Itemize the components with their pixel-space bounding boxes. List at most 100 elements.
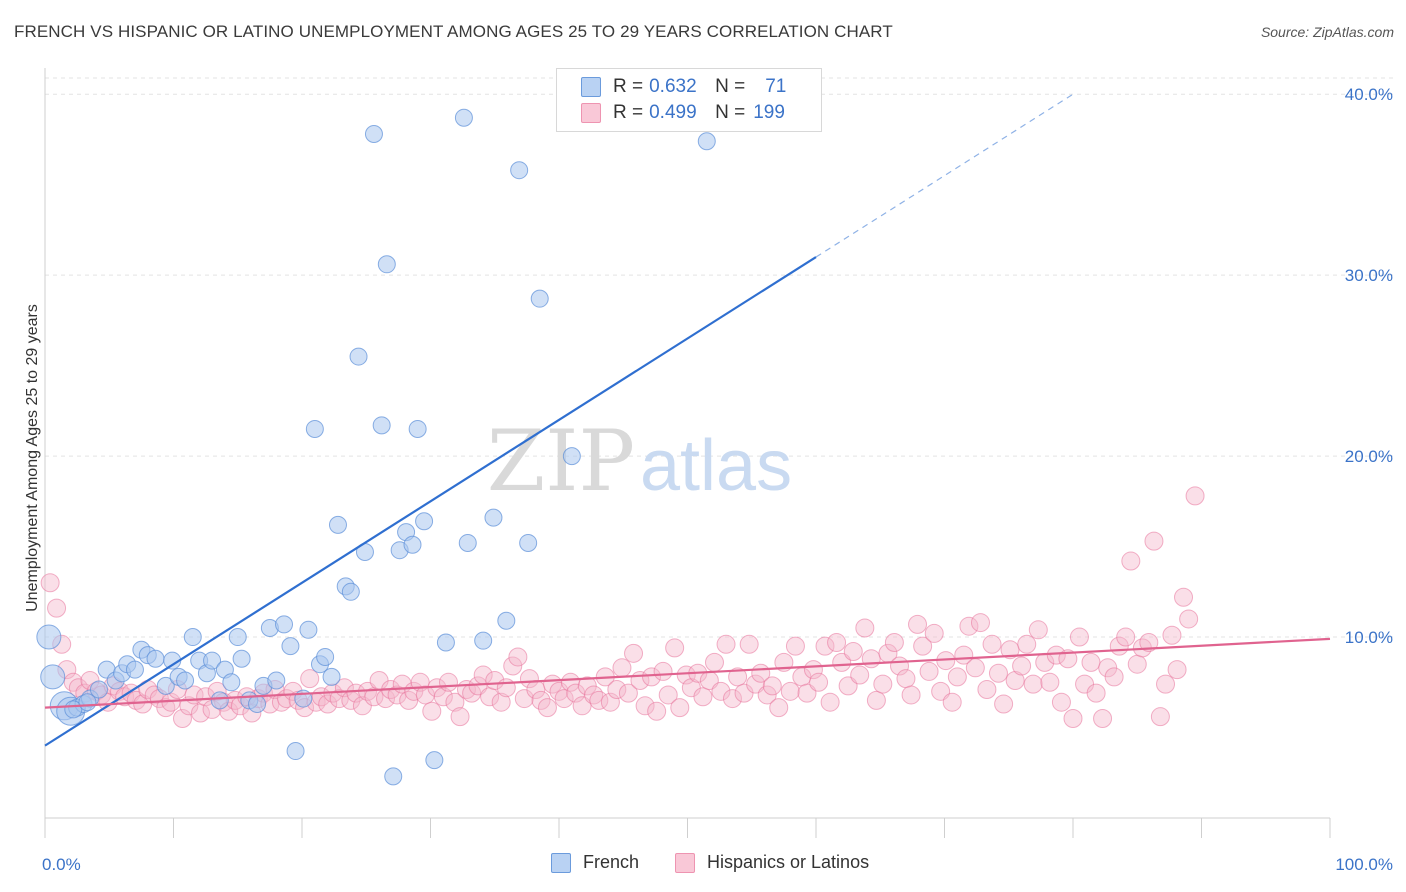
french-point xyxy=(78,693,97,712)
french-point xyxy=(519,533,538,552)
hispanic-point xyxy=(728,667,748,687)
french-point xyxy=(372,416,391,435)
hispanic-point xyxy=(1144,531,1164,551)
x-tick-label: 100.0% xyxy=(1335,855,1393,874)
french-point xyxy=(474,631,493,650)
hispanic-point xyxy=(994,694,1014,714)
hispanic-point xyxy=(704,652,724,672)
french-r-value: 0.632 xyxy=(649,76,697,97)
hispanic-point xyxy=(1023,674,1043,694)
hispanic-point xyxy=(647,701,667,721)
y-tick-label: 20.0% xyxy=(1345,447,1393,466)
hispanic-point xyxy=(711,681,731,701)
french-n-value: 71 xyxy=(765,76,787,97)
hispanic-point xyxy=(433,687,453,707)
n-label: N = xyxy=(715,76,746,97)
hispanic-point xyxy=(561,672,581,692)
hispanic-point xyxy=(1040,672,1060,692)
hispanic-point xyxy=(1017,634,1037,654)
gridlines xyxy=(45,77,1395,638)
hispanic-point xyxy=(665,638,685,658)
trend-lines xyxy=(44,93,1331,747)
hispanic-point xyxy=(63,672,83,692)
french-point xyxy=(384,767,403,786)
hispanic-point xyxy=(884,632,904,652)
french-point xyxy=(377,255,396,274)
french-point xyxy=(248,695,267,713)
hispanic-point xyxy=(635,696,655,716)
hispanic-point xyxy=(873,674,893,694)
french-point xyxy=(562,447,581,466)
hispanic-point xyxy=(1063,708,1083,728)
hispanic-point xyxy=(670,698,690,718)
french-point xyxy=(299,620,318,639)
french-point xyxy=(425,751,444,770)
x-tick-labels: 0.0% 100.0% xyxy=(42,855,1393,874)
hispanic-point xyxy=(850,665,870,685)
x-tick-label: 0.0% xyxy=(42,855,81,874)
french-point xyxy=(267,671,286,690)
hispanic-point xyxy=(780,681,800,701)
hispanic-point xyxy=(1156,674,1176,694)
hispanic-point xyxy=(1179,609,1199,629)
hispanic-point xyxy=(47,598,67,618)
hispanic-point xyxy=(1174,587,1194,607)
hispanic-point xyxy=(503,656,523,676)
french-point xyxy=(286,742,305,761)
hispanic-point xyxy=(797,683,817,703)
hispanic-point xyxy=(820,692,840,712)
hispanic-point xyxy=(919,661,939,681)
hispanic-point xyxy=(757,685,777,705)
legend-item-french[interactable]: French xyxy=(551,852,639,873)
hispanic-point xyxy=(843,642,863,662)
hispanic-point xyxy=(1185,486,1205,506)
hispanic-point xyxy=(1121,551,1141,571)
y-tick-label: 40.0% xyxy=(1345,85,1393,104)
hispanic-point xyxy=(913,636,933,656)
french-trend-extension xyxy=(815,93,1074,258)
hispanic-point xyxy=(653,661,673,681)
hispanic-point xyxy=(815,636,835,656)
french-point xyxy=(125,660,144,679)
french-point xyxy=(210,691,229,710)
source-label: Source: ZipAtlas.com xyxy=(1260,24,1394,40)
hispanic-point xyxy=(1162,625,1182,645)
hispanic-point xyxy=(271,692,291,712)
n-label: N = xyxy=(715,102,746,123)
hispanic-point xyxy=(156,698,176,718)
hispanic-point xyxy=(450,707,470,727)
hispanic-point xyxy=(584,685,604,705)
hispanic-points xyxy=(40,486,1205,728)
hispanic-point xyxy=(126,690,146,710)
hispanic-point xyxy=(947,667,967,687)
r-label: R = xyxy=(613,102,644,123)
legend-row-french: R = 0.632 N = 71 xyxy=(581,75,786,99)
axes xyxy=(44,68,1331,838)
french-point xyxy=(364,125,383,143)
hispanic-point xyxy=(438,672,458,692)
chart-title: FRENCH VS HISPANIC OR LATINO UNEMPLOYMEN… xyxy=(14,22,893,41)
french-point xyxy=(203,651,222,670)
french-point xyxy=(510,161,529,180)
french-point xyxy=(454,108,473,127)
french-point xyxy=(40,664,66,690)
french-point xyxy=(322,667,341,686)
hispanic-point xyxy=(318,694,338,714)
hispanic-point xyxy=(959,616,979,636)
french-point xyxy=(232,649,251,668)
french-point xyxy=(89,680,108,699)
hispanic-point xyxy=(422,701,442,721)
french-point xyxy=(222,673,241,692)
hispanic-point xyxy=(658,685,678,705)
hispanic-point xyxy=(924,623,944,643)
y-tick-label: 30.0% xyxy=(1345,266,1393,285)
hispanic-point xyxy=(965,658,985,678)
hispanic-point xyxy=(612,658,632,678)
hispanic-point xyxy=(531,690,551,710)
hispanic-point xyxy=(1081,652,1101,672)
hispanic-trend-line xyxy=(44,637,1331,709)
legend-item-hispanic[interactable]: Hispanics or Latinos xyxy=(675,852,869,873)
hispanic-point xyxy=(861,649,881,669)
french-swatch xyxy=(581,77,601,97)
